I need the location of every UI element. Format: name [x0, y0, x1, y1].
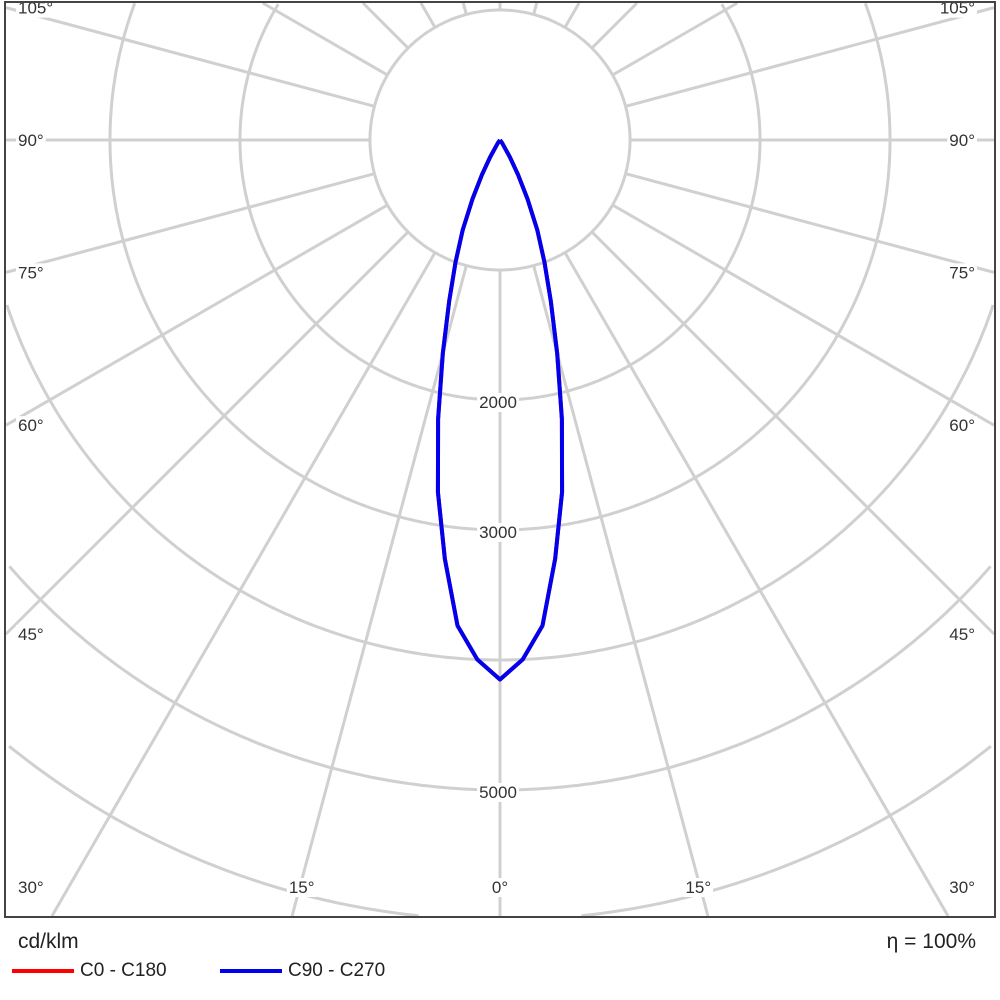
grid-ray [625, 6, 995, 108]
polar-intensity-chart: 105° 105° 90° 90° 75° 75° 60° 60° 45° 45° 30° 30° 15… [4, 0, 996, 918]
grid-circle [8, 565, 500, 792]
grid-ray [50, 251, 437, 917]
angle-label-left: 45° [18, 625, 44, 644]
grid-circle [238, 3, 500, 402]
grid-ray [461, 2, 468, 15]
angle-label-bottom: 15° [685, 878, 711, 897]
angle-label-bottom: 15° [289, 878, 315, 897]
grid-ray [625, 172, 995, 274]
unit-label: cd/klm [18, 930, 79, 953]
label-background [16, 263, 46, 283]
grid-ray [532, 2, 539, 15]
grid-ray [563, 251, 950, 917]
grid-ray [290, 265, 468, 917]
angle-label-left: 75° [18, 263, 44, 282]
grid-circle [500, 2, 892, 532]
label-background [947, 625, 977, 644]
label-background [16, 878, 46, 897]
label-background [947, 878, 977, 897]
label-background [947, 416, 977, 436]
angle-label-left: 90° [18, 131, 44, 150]
grid-ray [563, 2, 581, 29]
grid-ray [5, 172, 375, 274]
angle-label-right: 105° [940, 0, 975, 18]
radial-tick-label: 5000 [479, 783, 517, 802]
grid-ray [4, 230, 410, 636]
label-background [683, 878, 714, 897]
grid-ray [611, 1, 739, 77]
angle-label-left: 105° [18, 0, 53, 18]
grid-ray [590, 1, 639, 50]
legend-swatch-red [12, 969, 74, 973]
label-background [477, 783, 519, 802]
curves [435, 138, 565, 682]
grid-circle [500, 3, 762, 402]
angle-label-right: 90° [949, 131, 975, 150]
radial-tick-label: 3000 [479, 523, 517, 542]
series-curve-1 [435, 138, 565, 682]
angle-label-right: 75° [949, 263, 975, 282]
label-background [16, 625, 46, 644]
angle-label-left: 60° [18, 416, 44, 435]
label-background [489, 878, 511, 897]
axis-labels: 105° 105° 90° 90° 75° 75° 60° 60° 45° 45° 30° 30° 15… [16, 0, 977, 897]
grid-ray [5, 6, 375, 108]
legend-item-c90: C90 - C270 [220, 960, 385, 982]
efficiency-label: η = 100% [886, 930, 976, 953]
label-background [477, 393, 519, 412]
polar-grid [4, 1, 996, 918]
legend-swatch-blue [220, 969, 282, 973]
label-background [16, 416, 46, 436]
grid-ray [590, 230, 996, 636]
angle-label-right: 30° [949, 878, 975, 897]
angle-label-right: 45° [949, 625, 975, 644]
angle-label-bottom: 0° [492, 878, 508, 897]
legend-label: C0 - C180 [80, 960, 167, 981]
legend-item-c0: C0 - C180 [12, 960, 167, 982]
grid-circle [108, 2, 500, 532]
angle-label-left: 30° [18, 878, 44, 897]
grid-ray [261, 1, 389, 77]
grid-ray [532, 265, 710, 917]
grid-ray [611, 203, 995, 427]
label-background [477, 523, 519, 542]
label-background [16, 0, 56, 18]
radial-tick-label: 2000 [479, 393, 517, 412]
label-background [286, 878, 317, 897]
grid-circle [581, 745, 992, 918]
grid-circle [5, 304, 500, 662]
label-background [947, 263, 977, 283]
grid-circle [500, 565, 992, 792]
plot-frame [4, 1, 996, 918]
grid-ray [361, 1, 410, 50]
grid-ray [419, 2, 437, 29]
grid-circle [8, 745, 419, 918]
grid-ray [5, 203, 389, 427]
label-background [937, 0, 977, 18]
label-background [947, 131, 977, 150]
grid-circle [500, 304, 995, 662]
legend-label: C90 - C270 [288, 960, 386, 981]
label-background [16, 131, 46, 150]
angle-label-right: 60° [949, 416, 975, 435]
